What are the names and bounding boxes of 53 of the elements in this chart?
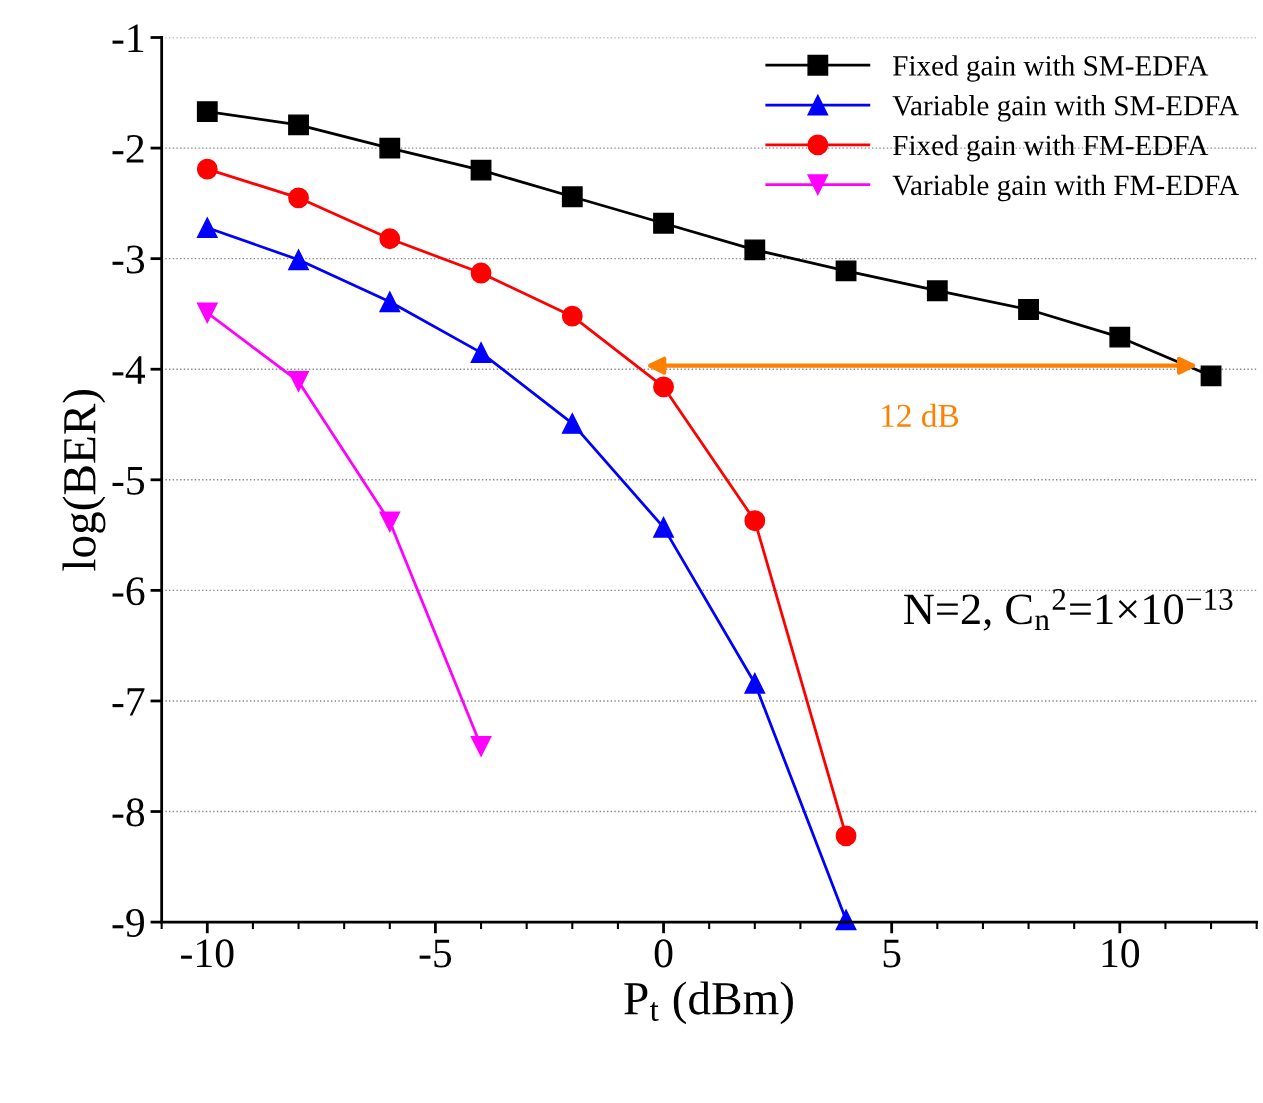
legend-label: Variable gain with SM-EDFA — [892, 95, 1239, 122]
y-tick-label: -6 — [112, 577, 145, 606]
legend-label: Fixed gain with FM-EDFA — [893, 134, 1209, 162]
point — [288, 114, 309, 136]
point — [470, 735, 492, 757]
point — [196, 217, 218, 239]
point — [288, 370, 309, 392]
x-tick-label: 5 — [883, 939, 901, 968]
point — [1200, 365, 1222, 387]
x-tick-label: -5 — [419, 939, 452, 968]
point — [653, 516, 674, 538]
point — [196, 158, 218, 180]
point — [561, 186, 583, 208]
legend-label: Variable gain with FM-EDFA — [892, 174, 1239, 202]
y-tick-label: -9 — [112, 908, 144, 937]
point — [561, 305, 583, 327]
point — [561, 412, 583, 434]
x-tick-label: -10 — [181, 939, 234, 968]
point — [926, 280, 948, 302]
point — [744, 672, 766, 694]
point — [196, 101, 218, 123]
annotation: N=2, C$_{n}$$^{2}$=1×10$^{−13}$ — [904, 589, 1233, 631]
point — [835, 260, 857, 282]
point — [470, 262, 492, 284]
point — [288, 187, 309, 209]
annotation: 12 dB — [882, 403, 959, 428]
point — [744, 510, 766, 532]
point — [288, 249, 309, 271]
x-axis-title: P$_{t}$ (dBm) — [624, 981, 793, 1025]
y-tick-label: -3 — [112, 245, 145, 274]
point — [470, 342, 492, 364]
point — [379, 511, 401, 533]
y-tick-label: -8 — [112, 798, 145, 827]
point — [653, 376, 674, 398]
point — [835, 825, 857, 847]
legend-label: Fixed gain with SM-EDFA — [893, 55, 1209, 82]
point — [470, 159, 492, 181]
y-tick-label: -7 — [112, 688, 145, 716]
x-tick-label: 0 — [654, 939, 673, 968]
y-tick-label: -1 — [112, 24, 144, 52]
point — [653, 212, 674, 234]
point — [1109, 326, 1131, 348]
point — [744, 239, 766, 261]
y-tick-label: -5 — [112, 466, 145, 495]
y-axis-title: log(BER) — [62, 390, 106, 571]
point — [196, 302, 218, 324]
y-tick-label: -4 — [112, 356, 146, 384]
point — [379, 137, 401, 159]
point — [379, 291, 401, 313]
x-tick-label: 10 — [1102, 939, 1140, 968]
point — [1018, 299, 1039, 320]
y-tick-label: -2 — [112, 134, 144, 163]
point — [379, 228, 401, 250]
